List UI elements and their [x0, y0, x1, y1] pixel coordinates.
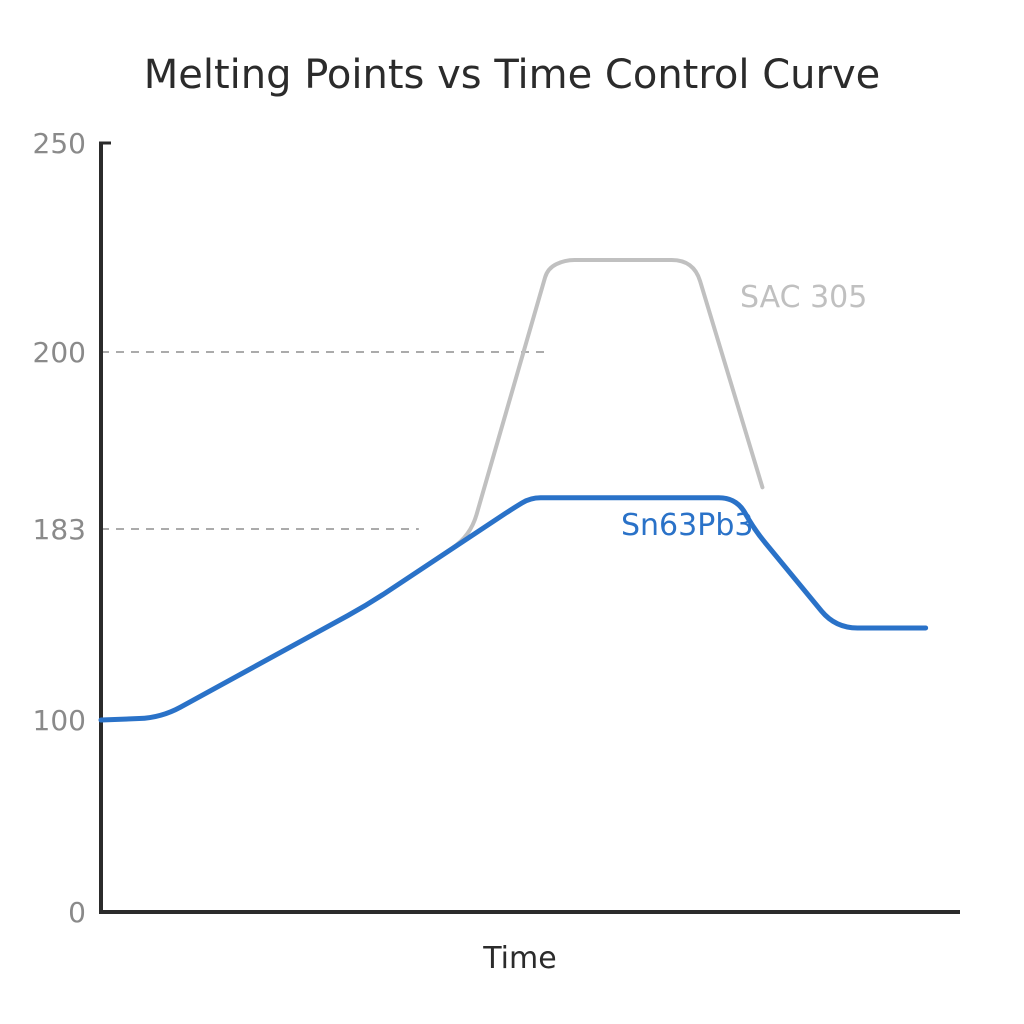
- series-label-1: Sn63Pb3: [621, 508, 753, 543]
- chart-title: Melting Points vs Time Control Curve: [143, 52, 881, 98]
- y-tick-label-200: 200: [33, 336, 86, 369]
- series-line-1: [98, 495, 929, 723]
- y-tick-label-0: 0: [68, 896, 86, 929]
- series-line-0: [99, 258, 765, 722]
- x-axis-label: Time: [482, 941, 556, 976]
- series-label-0: SAC 305: [740, 280, 867, 315]
- y-tick-label-100: 100: [33, 704, 86, 737]
- y-tick-label-183: 183: [33, 513, 86, 546]
- y-tick-label-250: 250: [33, 127, 86, 160]
